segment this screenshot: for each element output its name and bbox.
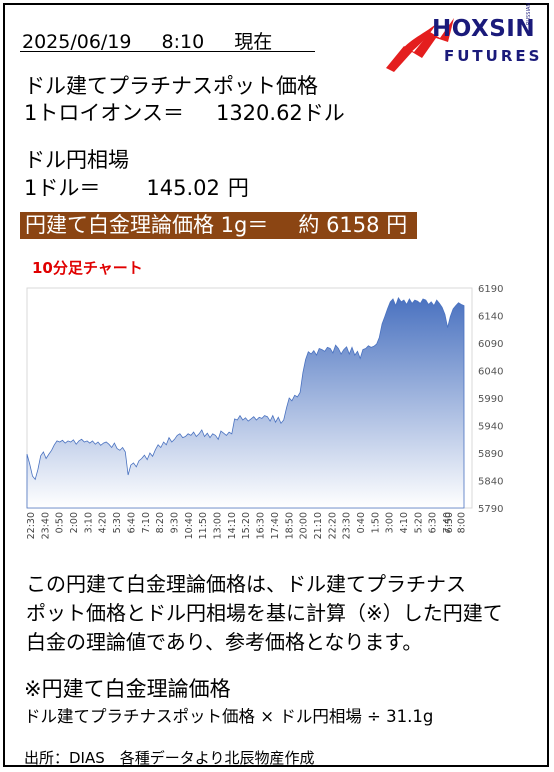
y-tick-label: 5790 <box>478 504 503 515</box>
description-line-2: ポット価格とドル円相場を基に計算（※）した円建て <box>26 601 503 625</box>
time-text: 8:10 <box>161 31 205 53</box>
x-tick-label: 17:40 <box>270 512 281 539</box>
logo-sub: FUTURES <box>444 47 543 65</box>
x-tick-label: 9:30 <box>170 512 181 533</box>
x-tick-label: 6:30 <box>428 512 439 533</box>
timestamp-underline <box>20 51 315 52</box>
source-note: 出所：DIAS 各種データより北辰物産作成 <box>24 749 315 767</box>
x-tick-label: 11:50 <box>198 512 209 539</box>
chart-label: 10分足チャート <box>32 259 143 277</box>
x-tick-label: 7:40 <box>442 512 453 533</box>
usdjpy-rate-row: 1ドル＝ 145.02 円 <box>24 172 249 202</box>
x-tick-label: 20:00 <box>299 512 310 539</box>
x-tick-label: 4:20 <box>98 512 109 533</box>
logo-name: HOXSIN <box>432 16 536 42</box>
usdjpy-rate: 145.02 <box>146 176 220 200</box>
x-tick-label: 10:40 <box>184 512 195 539</box>
x-tick-label: 7:10 <box>141 512 152 533</box>
x-tick-label: 8:20 <box>155 512 166 533</box>
y-tick-label: 5890 <box>478 449 503 460</box>
theoretical-price-banner: 円建て白金理論価格 1g＝ 約 6158 円 <box>20 212 417 239</box>
formula-title: ※円建て白金理論価格 <box>24 677 231 701</box>
platinum-price: 1320.62 <box>215 101 303 125</box>
formula-text: ドル建てプラチナスポット価格 × ドル円相場 ÷ 31.1g <box>24 707 434 726</box>
platinum-title: ドル建てプラチナスポット価格 <box>24 74 318 98</box>
logo-tag: RUSSIAN <box>526 2 532 25</box>
y-tick-label: 6190 <box>478 284 503 295</box>
usdjpy-title: ドル円相場 <box>24 148 129 172</box>
x-tick-label: 8:00 <box>456 512 467 533</box>
x-tick-label: 22:20 <box>327 512 338 539</box>
x-tick-label: 2:00 <box>69 512 80 533</box>
date-text: 2025/06/19 <box>22 31 132 53</box>
x-axis: 22:30 23:40 0:50 2:00 3:10 4:20 5:30 6:40 7:10 8:… <box>26 512 467 539</box>
description-line-3: 白金の理論値であり、参考価格となります。 <box>26 630 423 654</box>
x-tick-label: 6:50 <box>444 512 455 533</box>
banner-price: 6158 <box>326 213 380 237</box>
x-tick-label: 6:40 <box>126 512 137 533</box>
usdjpy-unit-label: 1ドル＝ <box>24 176 101 200</box>
x-tick-label: 5:30 <box>112 512 123 533</box>
usdjpy-currency: 円 <box>227 176 249 200</box>
x-tick-label: 14:10 <box>227 512 238 539</box>
y-tick-label: 6040 <box>478 367 503 378</box>
x-tick-label: 13:00 <box>213 512 224 539</box>
description: この円建て白金理論価格は、ドル建てプラチナス ポット価格とドル円相場を基に計算（… <box>26 570 503 657</box>
description-line-1: この円建て白金理論価格は、ドル建てプラチナス <box>26 572 466 596</box>
y-axis: 5790 5840 5890 5940 5990 6040 6090 6140 6190 <box>478 284 503 515</box>
card-frame <box>3 3 549 767</box>
platinum-currency: ドル <box>302 101 345 125</box>
banner-approx: 約 <box>298 213 320 237</box>
banner-currency: 円 <box>386 213 408 237</box>
price-chart: 5790 5840 5890 5940 5990 6040 6090 6140 6190 22:… <box>26 284 503 539</box>
x-tick-label: 4:10 <box>399 512 410 533</box>
y-tick-label: 6140 <box>478 312 503 323</box>
x-tick-label: 1:50 <box>370 512 381 533</box>
now-label: 現在 <box>234 31 273 53</box>
platinum-unit-label: 1トロイオンス＝ <box>24 101 184 125</box>
y-tick-label: 5990 <box>478 394 503 405</box>
x-tick-label: 22:30 <box>26 512 37 539</box>
x-tick-label: 21:10 <box>313 512 324 539</box>
x-tick-label: 15:20 <box>241 512 252 539</box>
series-area <box>26 297 465 509</box>
platinum-price-row: 1トロイオンス＝ 1320.62ドル <box>24 97 345 127</box>
x-tick-label: 5:20 <box>413 512 424 533</box>
x-tick-label: 3:10 <box>83 512 94 533</box>
banner-label: 円建て白金理論価格 1g＝ <box>25 213 269 237</box>
x-tick-label: 3:00 <box>385 512 396 533</box>
y-tick-label: 5940 <box>478 422 503 433</box>
x-tick-label: 18:50 <box>284 512 295 539</box>
x-tick-label: 16:30 <box>256 512 267 539</box>
x-tick-label: 0:40 <box>356 512 367 533</box>
x-tick-label: 0:50 <box>55 512 66 533</box>
x-tick-label: 23:40 <box>40 512 51 539</box>
y-tick-label: 5840 <box>478 477 503 488</box>
y-tick-label: 6090 <box>478 339 503 350</box>
timestamp: 2025/06/19 8:10 現在 <box>22 27 272 54</box>
hoxsin-logo-mark <box>386 18 454 72</box>
x-tick-label: 23:30 <box>342 512 353 539</box>
